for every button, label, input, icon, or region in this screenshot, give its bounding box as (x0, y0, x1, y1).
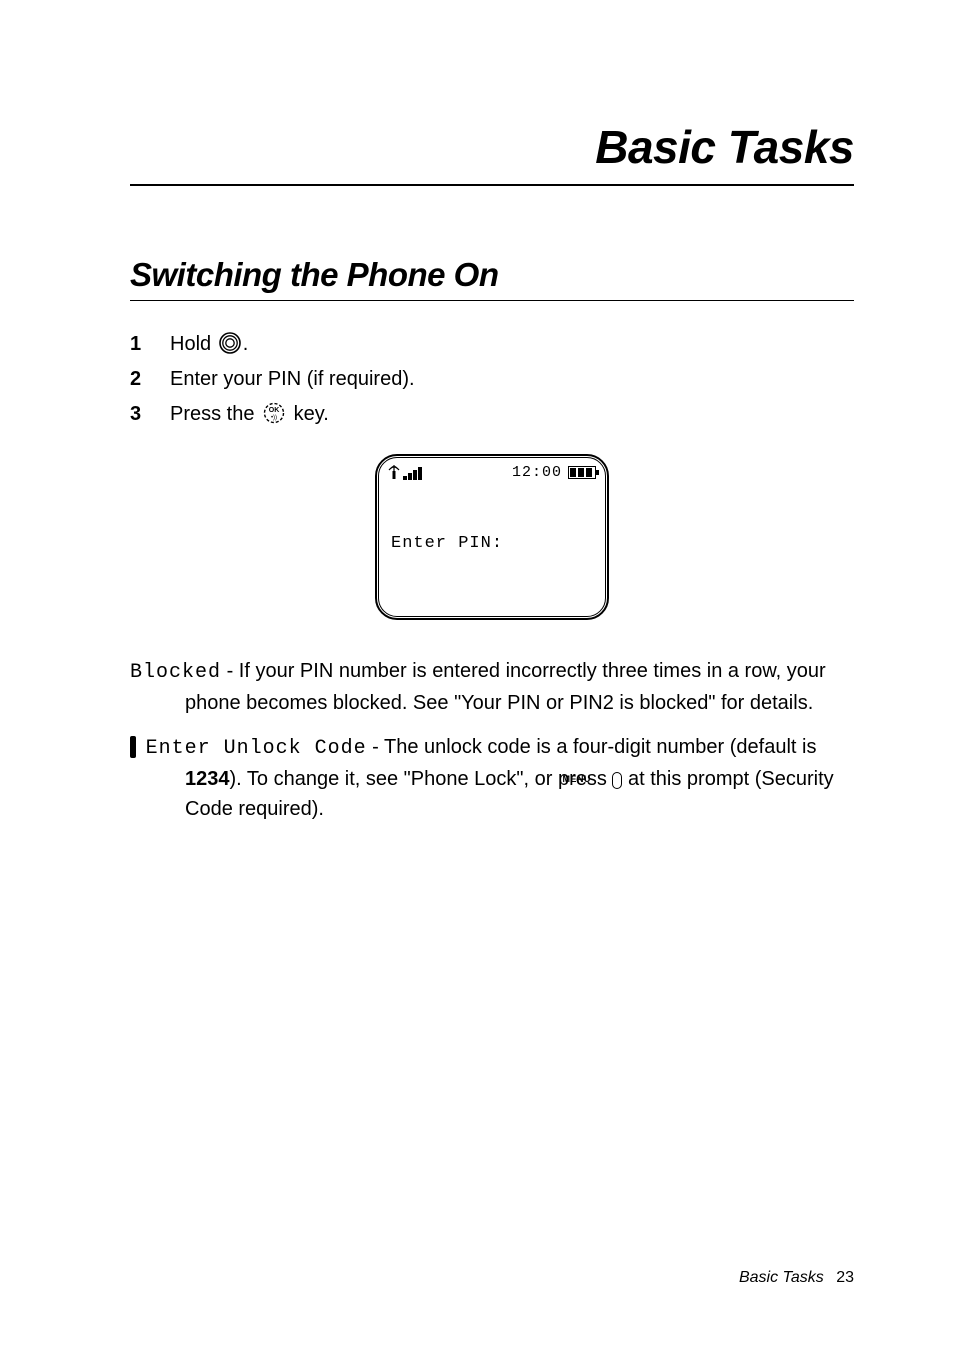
blocked-text: - If your PIN number is entered incorrec… (185, 660, 826, 714)
blocked-paragraph: Blocked - If your PIN number is entered … (130, 656, 854, 718)
phone-screen: 12:00 Enter PIN: (375, 454, 609, 620)
step-pre: Press the (170, 403, 260, 425)
step-post: key. (288, 403, 329, 425)
step-text: Enter your PIN (if required). (170, 364, 854, 395)
step-post: . (243, 333, 249, 355)
step-3: 3 Press the OK•)) key. (130, 399, 854, 430)
step-number: 2 (130, 364, 170, 395)
page-footer: Basic Tasks 23 (739, 1269, 854, 1287)
blocked-term: Blocked (130, 661, 221, 684)
default-code: 1234 (185, 768, 230, 790)
phone-screen-figure: 12:00 Enter PIN: (130, 454, 854, 620)
step-text: Hold . (170, 329, 854, 360)
unlock-pre: - The unlock code is a four-digit number… (367, 736, 817, 758)
ok-badge-icon: OK (130, 736, 136, 758)
page-number: 23 (836, 1269, 854, 1286)
step-pre: Hold (170, 333, 217, 355)
steps-list: 1 Hold . 2 Enter your PIN (if required).… (130, 329, 854, 430)
unlock-term: Enter Unlock Code (146, 737, 367, 760)
clock-text: 12:00 (512, 464, 562, 481)
unlock-mid: ). To change it, see "Phone Lock", or pr… (230, 768, 613, 790)
power-icon (219, 332, 241, 354)
signal-icon (388, 465, 422, 480)
chapter-title: Basic Tasks (130, 120, 854, 186)
step-2: 2 Enter your PIN (if required). (130, 364, 854, 395)
screen-prompt: Enter PIN: (391, 534, 503, 553)
section-title: Switching the Phone On (130, 256, 854, 301)
status-right: 12:00 (512, 464, 596, 481)
svg-text:OK: OK (269, 407, 280, 414)
menu-key-icon: MENU (612, 772, 622, 789)
step-text: Press the OK•)) key. (170, 399, 854, 430)
footer-label: Basic Tasks (739, 1269, 824, 1286)
svg-text:•)): •)) (271, 415, 277, 421)
unlock-paragraph: OK Enter Unlock Code - The unlock code i… (130, 732, 854, 824)
battery-icon (568, 466, 596, 479)
ok-key-icon: OK•)) (262, 402, 286, 424)
step-number: 3 (130, 399, 170, 430)
status-bar: 12:00 (388, 464, 596, 481)
step-number: 1 (130, 329, 170, 360)
step-1: 1 Hold . (130, 329, 854, 360)
